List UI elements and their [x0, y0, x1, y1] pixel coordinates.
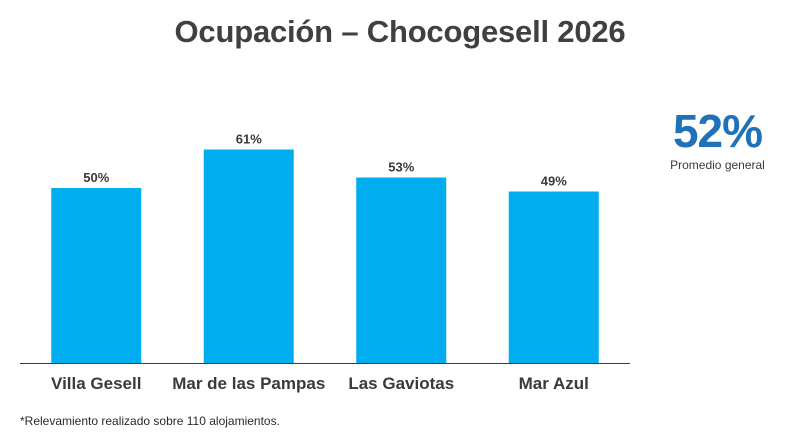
footnote: *Relevamiento realizado sobre 110 alojam…: [20, 414, 280, 428]
category-tick-label: Villa Gesell: [51, 374, 141, 393]
bar-value-label: 53%: [388, 160, 414, 175]
bar-value-label: 50%: [83, 170, 109, 185]
bar: [508, 191, 599, 363]
chart-title: Ocupación – Chocogesell 2026: [174, 14, 626, 49]
average-kpi-value: 52%: [672, 105, 763, 157]
bar-value-label: 61%: [236, 132, 262, 147]
bar: [356, 177, 447, 363]
bar-value-label: 49%: [541, 174, 567, 189]
average-kpi: 52% Promedio general: [655, 108, 780, 172]
category-tick-label: Las Gaviotas: [348, 374, 454, 393]
category-tick-label: Mar Azul: [519, 374, 589, 393]
category-tick-label: Mar de las Pampas: [172, 374, 325, 393]
bar: [203, 149, 294, 363]
average-kpi-label: Promedio general: [670, 158, 765, 172]
bar: [51, 188, 142, 363]
